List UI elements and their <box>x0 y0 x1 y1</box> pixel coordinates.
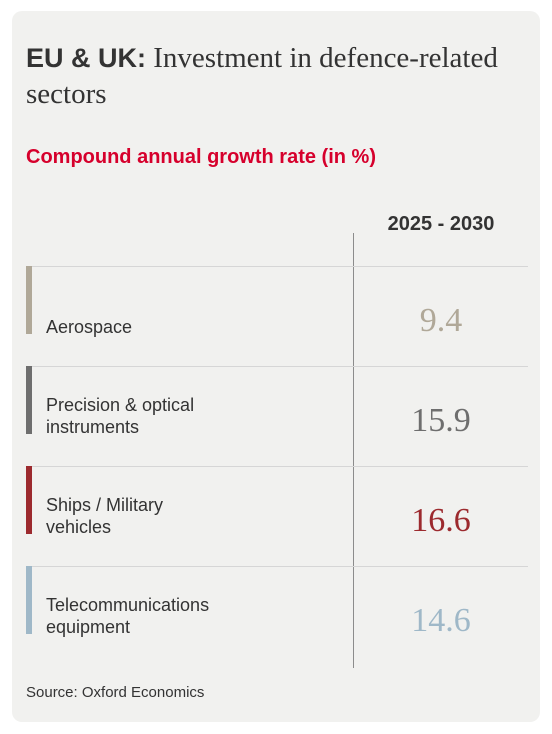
row-color-bar <box>26 366 32 434</box>
row-separator <box>26 366 528 367</box>
row-value: 9.4 <box>419 302 463 339</box>
row-label: Aerospace <box>46 317 133 337</box>
row-separator <box>26 466 528 467</box>
column-divider <box>353 233 354 668</box>
chart-subtitle: Compound annual growth rate (in %) <box>26 146 376 168</box>
title-bold: EU & UK: <box>26 43 146 73</box>
row-value: 15.9 <box>411 402 471 439</box>
row-color-bar <box>26 466 32 534</box>
row-color-bar <box>26 266 32 334</box>
row-label: Ships / Military vehicles <box>46 495 164 537</box>
row-label: Precision & optical instruments <box>46 395 195 437</box>
source-note: Source: Oxford Economics <box>26 684 205 701</box>
row-value: 14.6 <box>411 602 471 639</box>
row-separator <box>26 266 528 267</box>
chart-title: EU & UK: Investment in defence-related s… <box>26 40 506 112</box>
column-header: 2025 - 2030 <box>387 213 495 235</box>
row-label: Telecommunications equipment <box>46 595 210 637</box>
title-rest: Investment in defence-related sectors <box>26 42 498 110</box>
row-separator <box>26 566 528 567</box>
row-value: 16.6 <box>411 502 471 539</box>
row-color-bar <box>26 566 32 634</box>
